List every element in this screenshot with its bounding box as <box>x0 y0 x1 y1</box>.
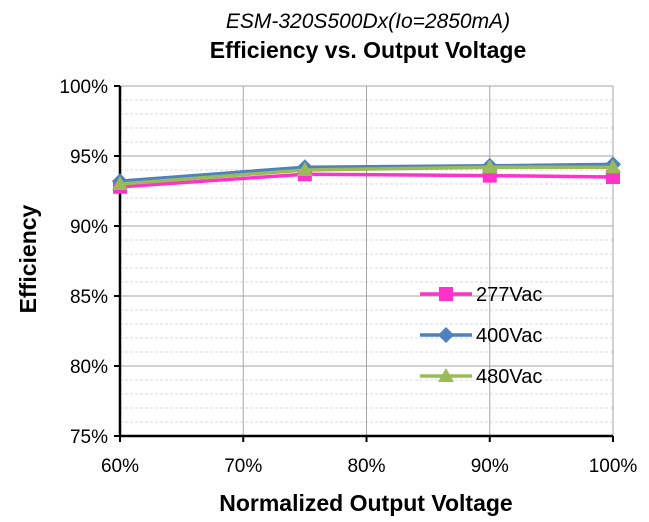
legend-label: 277Vac <box>476 284 542 306</box>
x-tick-label: 70% <box>224 456 262 477</box>
chart-title: Efficiency vs. Output Voltage <box>210 37 527 63</box>
data-point <box>605 159 621 174</box>
x-tick-label: 100% <box>589 456 638 477</box>
x-tick-label: 80% <box>347 456 385 477</box>
legend-item: 277Vac <box>420 284 542 306</box>
legend-item: 400Vac <box>420 325 542 347</box>
series-480vac <box>112 159 621 190</box>
y-tick-label: 100% <box>59 77 108 98</box>
x-axis-label: Normalized Output Voltage <box>219 490 512 516</box>
y-tick-label: 90% <box>70 217 108 238</box>
data-point <box>481 159 498 174</box>
series-line <box>119 165 613 186</box>
grid <box>119 85 614 437</box>
series-line <box>119 162 614 183</box>
y-tick-label: 85% <box>70 287 108 308</box>
series-line <box>119 172 614 189</box>
legend-label: 480Vac <box>476 366 542 388</box>
legend-item: 480Vac <box>420 366 542 388</box>
y-tick-label: 95% <box>70 147 108 168</box>
x-tick-label: 60% <box>101 456 139 477</box>
legend-label: 400Vac <box>476 325 542 347</box>
legend-marker <box>438 368 454 382</box>
legend-marker <box>439 287 453 301</box>
series-group <box>112 156 621 194</box>
chart-subtitle: ESM-320S500Dx(Io=2850mA) <box>226 10 510 33</box>
x-tick-labels: 60% 70% 80% 90% 100% <box>101 456 637 477</box>
data-point <box>112 176 128 190</box>
y-tick-label: 75% <box>70 427 108 448</box>
x-tick-label: 90% <box>471 456 509 477</box>
legend-marker <box>438 327 454 343</box>
y-axis-label: Efficiency <box>15 204 41 313</box>
legend: 277Vac 400Vac 480Vac <box>420 284 542 388</box>
y-tick-label: 80% <box>70 357 108 378</box>
y-tick-labels: 75% 80% 85% 90% 95% 100% <box>59 77 108 448</box>
axes <box>114 85 614 442</box>
data-point <box>296 162 313 176</box>
data-point <box>606 170 620 184</box>
